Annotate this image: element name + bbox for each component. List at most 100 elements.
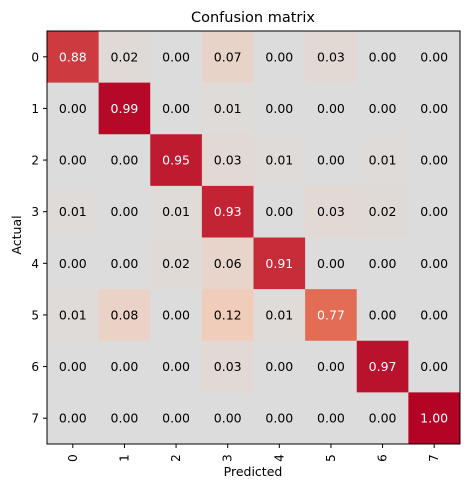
heatmap-cell-5-1 [98, 289, 151, 342]
heatmap-cell-2-0 [47, 134, 100, 187]
heatmap-cell-0-2 [150, 31, 203, 84]
heatmap-cell-4-5 [305, 237, 358, 290]
cell-value-label-1-6: 0.00 [369, 101, 397, 116]
x-tick-label-3: 3 [221, 454, 235, 462]
heatmap-cell-4-3 [201, 237, 254, 290]
heatmap-cell-2-5 [305, 134, 358, 187]
x-tick-label-4: 4 [272, 454, 286, 462]
cell-value-label-0-3: 0.07 [214, 49, 242, 64]
cell-value-label-3-3: 0.93 [214, 204, 242, 219]
cell-value-label-0-2: 0.00 [162, 49, 190, 64]
cell-value-label-3-2: 0.01 [162, 204, 190, 219]
heatmap-cell-7-2 [150, 392, 203, 445]
heatmap-cell-1-6 [356, 82, 409, 135]
cell-value-label-2-6: 0.01 [369, 153, 397, 168]
cell-value-label-3-1: 0.00 [111, 204, 139, 219]
plot-frame [46, 30, 461, 445]
cell-value-label-7-0: 0.00 [59, 411, 87, 426]
x-axis-ticks: 0 1 2 3 4 5 6 7 [66, 444, 441, 462]
heatmap-cell-5-4 [253, 289, 306, 342]
chart-title: Confusion matrix [191, 10, 315, 26]
heatmap-cell-6-2 [150, 340, 203, 393]
x-tick-label-1: 1 [117, 454, 131, 462]
heatmap-cell-2-1 [98, 134, 151, 187]
heatmap-cell-1-5 [305, 82, 358, 135]
cell-value-label-7-7: 1.00 [420, 411, 448, 426]
cell-value-label-1-4: 0.00 [265, 101, 293, 116]
cell-value-label-2-3: 0.03 [214, 153, 242, 168]
cell-value-label-6-6: 0.97 [369, 359, 397, 374]
cell-value-label-7-3: 0.00 [214, 411, 242, 426]
heatmap-cell-2-3 [201, 134, 254, 187]
cell-value-label-0-6: 0.00 [369, 49, 397, 64]
heatmap-cell-2-6 [356, 134, 409, 187]
heatmap-cell-5-7 [408, 289, 461, 342]
cell-value-label-3-6: 0.02 [369, 204, 397, 219]
cell-value-label-7-1: 0.00 [111, 411, 139, 426]
cell-value-label-5-1: 0.08 [111, 307, 139, 322]
y-tick-label-6: 6 [31, 360, 39, 374]
cell-value-label-4-6: 0.00 [369, 256, 397, 271]
cell-value-label-2-0: 0.00 [59, 153, 87, 168]
cell-value-label-1-5: 0.00 [317, 101, 345, 116]
cell-value-label-6-2: 0.00 [162, 359, 190, 374]
heatmap-cell-4-4 [253, 237, 306, 290]
heatmap-cell-6-6 [356, 340, 409, 393]
cell-value-label-7-4: 0.00 [265, 411, 293, 426]
heatmap-cell-7-4 [253, 392, 306, 445]
cell-value-label-6-4: 0.00 [265, 359, 293, 374]
heatmap-cell-3-0 [47, 185, 100, 238]
cell-value-label-1-1: 0.99 [111, 101, 139, 116]
y-tick-label-2: 2 [31, 154, 39, 168]
x-tick-label-7: 7 [427, 454, 441, 462]
cell-value-label-0-7: 0.00 [420, 49, 448, 64]
cell-value-label-5-4: 0.01 [265, 307, 293, 322]
cell-value-label-1-0: 0.00 [59, 101, 87, 116]
heatmap-cell-7-7 [408, 392, 461, 445]
heatmap-cell-5-3 [201, 289, 254, 342]
cell-value-label-6-3: 0.03 [214, 359, 242, 374]
heatmap-cell-0-6 [356, 31, 409, 84]
cell-value-label-2-4: 0.01 [265, 153, 293, 168]
heatmap-cell-4-2 [150, 237, 203, 290]
heatmap-cell-4-1 [98, 237, 151, 290]
cell-value-label-4-0: 0.00 [59, 256, 87, 271]
cell-value-label-7-5: 0.00 [317, 411, 345, 426]
heatmap-cell-1-7 [408, 82, 461, 135]
heatmap-cell-0-4 [253, 31, 306, 84]
cell-value-label-5-7: 0.00 [420, 307, 448, 322]
cell-value-label-2-5: 0.00 [317, 153, 345, 168]
heatmap-cell-7-6 [356, 392, 409, 445]
cell-value-label-4-4: 0.91 [265, 256, 293, 271]
heatmap-cell-0-0 [47, 31, 100, 84]
heatmap-cell-3-1 [98, 185, 151, 238]
heatmap-cell-3-7 [408, 185, 461, 238]
cell-value-label-3-4: 0.00 [265, 204, 293, 219]
cell-value-label-6-7: 0.00 [420, 359, 448, 374]
heatmap-cell-7-0 [47, 392, 100, 445]
cell-value-label-5-2: 0.00 [162, 307, 190, 322]
cell-value-label-1-3: 0.01 [214, 101, 242, 116]
cell-value-label-4-1: 0.00 [111, 256, 139, 271]
heatmap-cell-3-5 [305, 185, 358, 238]
cell-value-label-0-0: 0.88 [59, 49, 87, 64]
cell-value-label-7-2: 0.00 [162, 411, 190, 426]
heatmap-cell-4-7 [408, 237, 461, 290]
cell-value-label-6-0: 0.00 [59, 359, 87, 374]
cell-value-label-2-1: 0.00 [111, 153, 139, 168]
cell-value-label-3-5: 0.03 [317, 204, 345, 219]
x-axis-label: Predicted [224, 464, 283, 479]
cell-value-label-1-2: 0.00 [162, 101, 190, 116]
cell-value-label-4-5: 0.00 [317, 256, 345, 271]
heatmap-cell-7-5 [305, 392, 358, 445]
cell-value-label-2-2: 0.95 [162, 153, 190, 168]
y-tick-label-3: 3 [31, 205, 39, 219]
y-tick-label-1: 1 [31, 102, 39, 116]
heatmap-cell-1-2 [150, 82, 203, 135]
cell-value-label-3-0: 0.01 [59, 204, 87, 219]
heatmap-cell-5-5 [305, 289, 358, 342]
cell-value-label-7-6: 0.00 [369, 411, 397, 426]
cell-value-label-4-3: 0.06 [214, 256, 242, 271]
cell-value-label-4-2: 0.02 [162, 256, 190, 271]
